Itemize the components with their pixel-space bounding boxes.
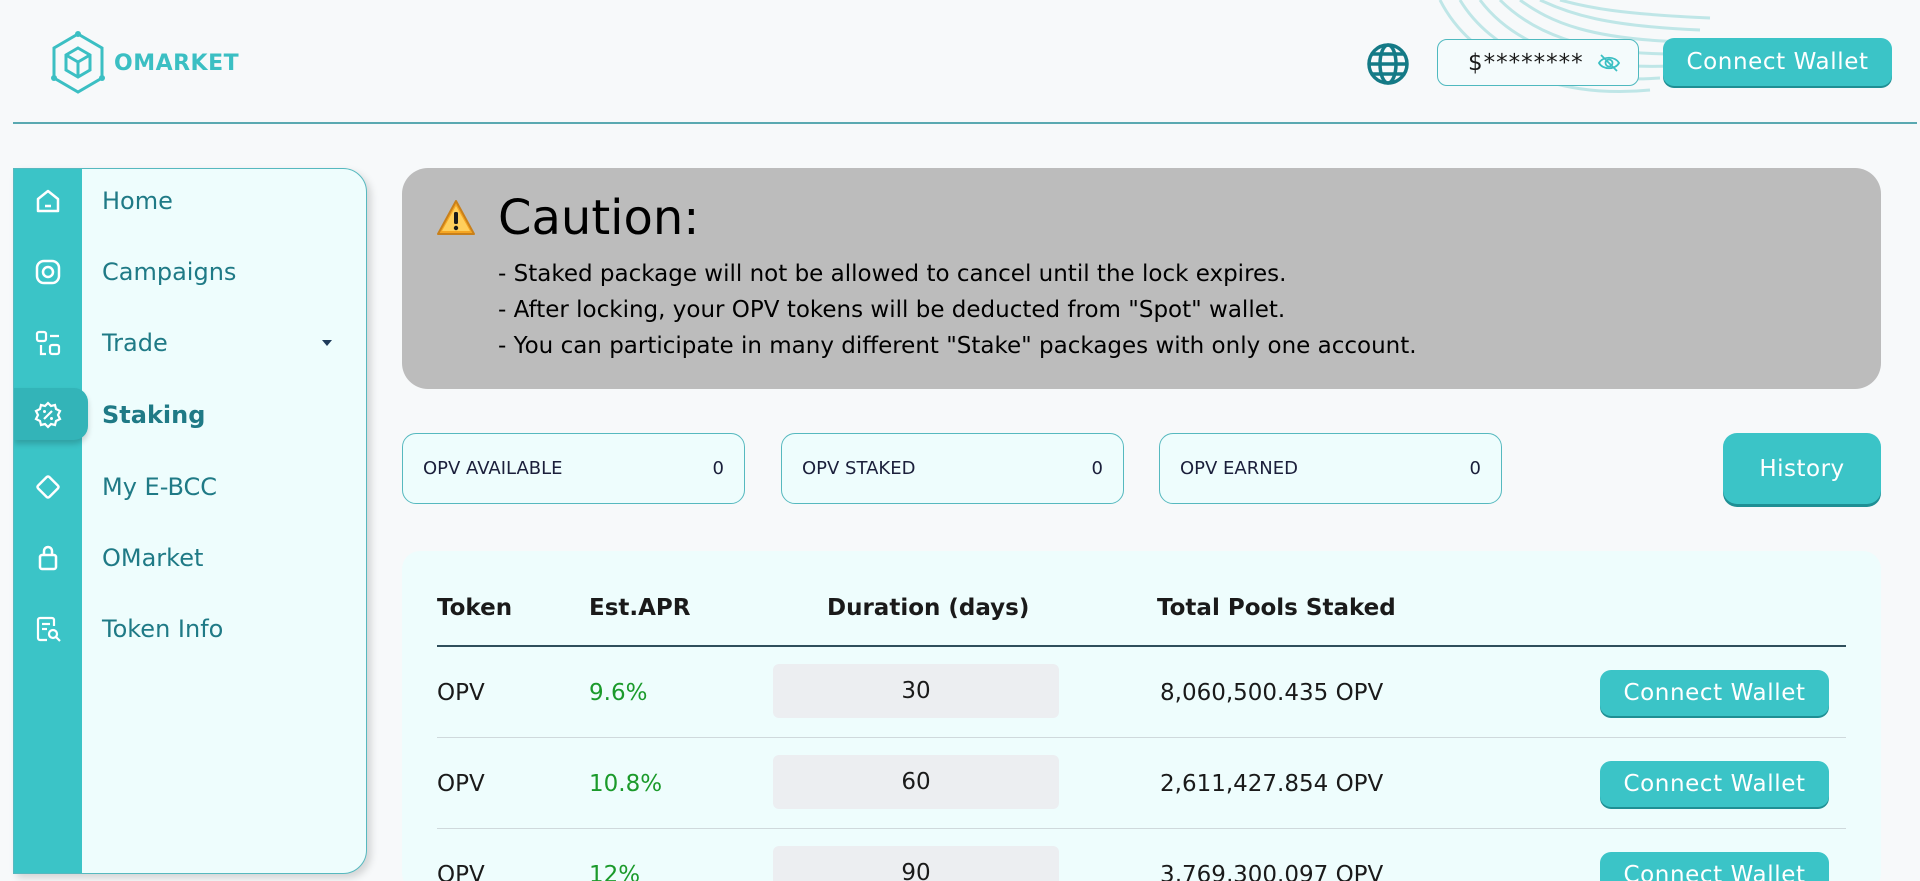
campaigns-icon [32, 256, 64, 288]
row-divider [437, 737, 1846, 738]
stat-label: OPV STAKED [802, 458, 916, 479]
sidebar-item-campaigns[interactable]: Campaigns [14, 243, 366, 301]
table-row: OPV 10.8% 60 2,611,427.854 OPV Connect W… [437, 738, 1846, 829]
stat-value: 0 [712, 458, 724, 479]
apr-cell: 12% [589, 861, 641, 881]
sidebar-item-token-info[interactable]: Token Info [14, 600, 366, 658]
table-row: OPV 9.6% 30 8,060,500.435 OPV Connect Wa… [437, 647, 1846, 738]
sidebar-item-staking[interactable]: Staking [14, 386, 366, 444]
eye-off-icon[interactable] [1597, 53, 1620, 72]
home-icon [32, 185, 64, 217]
duration-cell: 90 [773, 846, 1059, 881]
total-staked-cell: 8,060,500.435 OPV [1160, 679, 1384, 706]
column-header-total: Total Pools Staked [1157, 595, 1396, 621]
column-header-token: Token [437, 595, 513, 621]
apr-cell: 10.8% [589, 770, 663, 797]
row-connect-wallet-button[interactable]: Connect Wallet [1600, 670, 1829, 716]
stat-value: 0 [1091, 458, 1103, 479]
caution-text: - Staked package will not be allowed to … [498, 256, 1417, 364]
caution-line: - You can participate in many different … [498, 333, 1417, 359]
token-cell: OPV [437, 861, 485, 881]
history-button[interactable]: History [1723, 433, 1881, 504]
opv-earned-card: OPV EARNED 0 [1159, 433, 1502, 504]
table-row: OPV 12% 90 3,769,300.097 OPV Connect Wal… [437, 829, 1846, 881]
logo-icon [51, 31, 105, 94]
duration-cell: 60 [773, 755, 1059, 809]
staking-table: Token Est.APR Duration (days) Total Pool… [402, 551, 1881, 881]
sidebar-item-omarket[interactable]: OMarket [14, 529, 366, 587]
active-indicator [14, 388, 88, 440]
sidebar-item-my-e-bcc[interactable]: My E-BCC [14, 458, 366, 516]
top-header: OMARKET $******** Connect Wallet [0, 0, 1920, 124]
sidebar-item-label: OMarket [102, 544, 204, 572]
sidebar-item-label: Staking [102, 401, 206, 429]
stat-label: OPV EARNED [1180, 458, 1298, 479]
stat-label: OPV AVAILABLE [423, 458, 563, 479]
opv-staked-card: OPV STAKED 0 [781, 433, 1124, 504]
token-cell: OPV [437, 679, 485, 706]
total-staked-cell: 2,611,427.854 OPV [1160, 770, 1384, 797]
duration-cell: 30 [773, 664, 1059, 718]
warning-icon [437, 200, 475, 235]
sidebar-item-label: Home [102, 187, 173, 215]
diamond-icon [32, 471, 64, 503]
header-divider [437, 645, 1846, 647]
sidebar-item-label: My E-BCC [102, 473, 218, 501]
column-header-apr: Est.APR [589, 595, 691, 621]
header-divider [13, 122, 1917, 124]
opv-available-card: OPV AVAILABLE 0 [402, 433, 745, 504]
apr-cell: 9.6% [589, 679, 648, 706]
token-info-icon [32, 613, 64, 645]
token-cell: OPV [437, 770, 485, 797]
sidebar-item-trade[interactable]: Trade [14, 314, 366, 372]
sidebar-item-label: Token Info [102, 615, 224, 643]
caution-line: - After locking, your OPV tokens will be… [498, 297, 1286, 323]
staking-icon [32, 399, 64, 431]
balance-display: $******** [1437, 39, 1639, 86]
connect-wallet-button[interactable]: Connect Wallet [1663, 38, 1892, 86]
sidebar-item-home[interactable]: Home [14, 172, 366, 230]
brand-name: OMARKET [114, 50, 240, 76]
caution-banner: Caution: - Staked package will not be al… [402, 168, 1881, 389]
sidebar: Home Campaigns Trade Staking My E-BCC OM… [13, 168, 367, 874]
globe-icon[interactable] [1366, 42, 1410, 86]
trade-icon [32, 327, 64, 359]
sidebar-item-label: Campaigns [102, 258, 237, 286]
brand-logo[interactable]: OMARKET [48, 30, 239, 96]
chevron-down-icon[interactable] [322, 340, 332, 346]
balance-value: $******** [1468, 49, 1584, 76]
caution-title: Caution: [498, 190, 700, 246]
row-connect-wallet-button[interactable]: Connect Wallet [1600, 852, 1829, 881]
bag-icon [32, 542, 64, 574]
caution-line: - Staked package will not be allowed to … [498, 261, 1287, 287]
sidebar-rail [14, 169, 82, 873]
total-staked-cell: 3,769,300.097 OPV [1160, 861, 1384, 881]
row-divider [437, 828, 1846, 829]
column-header-duration: Duration (days) [827, 595, 1030, 621]
sidebar-item-label: Trade [102, 329, 168, 357]
row-connect-wallet-button[interactable]: Connect Wallet [1600, 761, 1829, 807]
stat-value: 0 [1469, 458, 1481, 479]
